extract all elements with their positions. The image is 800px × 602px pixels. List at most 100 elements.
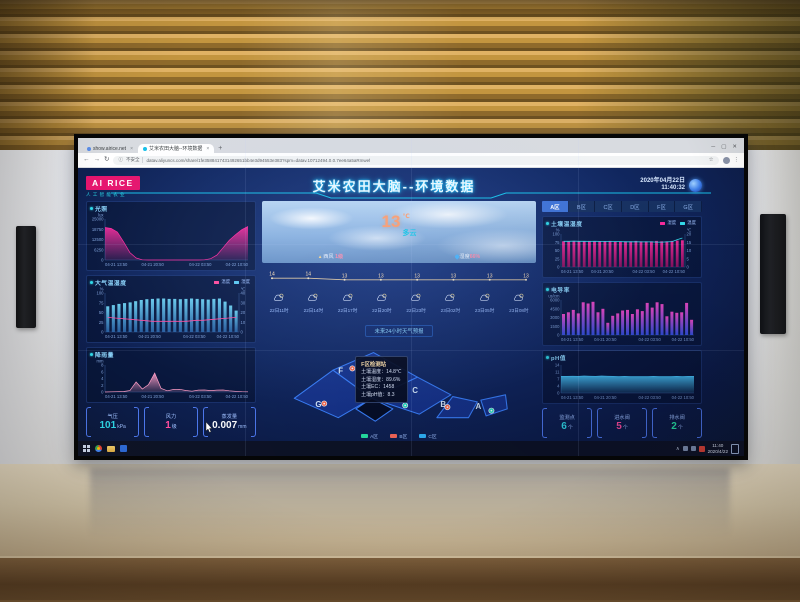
security-tray-icon[interactable] xyxy=(698,445,705,452)
current-time: 11:40:32 xyxy=(661,185,685,191)
panel-title: 大气温湿度 xyxy=(95,280,127,287)
info-icon[interactable]: ⓘ xyxy=(118,157,123,162)
legend-label: G区 xyxy=(428,441,437,442)
chrome-taskbar-icon[interactable] xyxy=(94,445,102,452)
bookmark-star-icon[interactable]: ☆ xyxy=(708,157,714,163)
maximize-icon[interactable]: ▢ xyxy=(721,143,727,150)
forecast-item: 23日08时 xyxy=(502,289,536,314)
svg-text:us/cm: us/cm xyxy=(548,294,560,299)
panel-title: pH值 xyxy=(551,355,567,362)
browser-tab-inactive[interactable]: show.airice.net × xyxy=(82,145,138,153)
new-tab-button[interactable]: + xyxy=(218,145,223,152)
stat-气压: 气压 101kPa xyxy=(86,407,140,437)
svg-text:04-21 13:50: 04-21 13:50 xyxy=(105,334,128,339)
back-icon[interactable]: ← xyxy=(83,155,90,163)
legend-swatch xyxy=(214,280,220,284)
zone-B-polygon xyxy=(436,396,478,419)
panel-title: 光照 xyxy=(95,206,108,213)
forecast-item: 22日14时 xyxy=(296,289,330,314)
menu-kebab-icon[interactable]: ⋮ xyxy=(733,157,740,163)
favicon xyxy=(143,146,147,151)
partly-cloudy-icon xyxy=(513,293,524,301)
legend-F区: F区 xyxy=(390,441,407,442)
tab-zone-D区[interactable]: D区 xyxy=(622,201,649,212)
svg-text:04-21 13:50: 04-21 13:50 xyxy=(561,337,584,342)
app-taskbar-icon[interactable] xyxy=(119,445,127,452)
mouse-cursor xyxy=(205,422,213,433)
browser-tab-active[interactable]: 艾米农田大脑--环境数据 × xyxy=(138,144,215,153)
svg-text:30: 30 xyxy=(241,300,246,305)
tab-zone-B区[interactable]: B区 xyxy=(568,201,596,212)
svg-text:04-21 13:50: 04-21 13:50 xyxy=(105,394,128,399)
legend-swatch xyxy=(361,434,369,438)
screen-content: show.airice.net × 艾米农田大脑--环境数据 × + ─ ▢ ✕ ←… xyxy=(78,138,744,456)
svg-text:04-21 20:50: 04-21 20:50 xyxy=(141,394,164,399)
minimize-icon[interactable]: ─ xyxy=(711,143,716,150)
zone-A-polygon xyxy=(480,394,508,417)
stat-value: 101kPa xyxy=(99,419,126,431)
tab-zone-A区[interactable]: A区 xyxy=(542,201,569,212)
forecast-time: 23日08时 xyxy=(509,308,529,313)
forecast-caption: 未来24小时天气预报 xyxy=(262,320,536,338)
address-bar[interactable]: ⓘ 不安全 datav.aliyuncs.com/share/1fe358841… xyxy=(113,155,719,165)
forecast-item: 23日05时 xyxy=(468,289,502,314)
windows-taskbar: ∧ 11:40 2020/4/22 xyxy=(78,441,744,456)
panel-air-temp-humidity: 大气温湿度 温度 湿度 100 75 50 25 0 40 30 20 10 0% ℃ 04-21 13… xyxy=(86,275,256,343)
forward-icon[interactable]: → xyxy=(93,155,101,163)
svg-text:11: 11 xyxy=(555,370,560,375)
zone-tabs: A区 B区 C区 D区 F区 G区 xyxy=(542,201,702,212)
partly-cloudy-icon xyxy=(308,293,318,301)
notification-center-icon[interactable] xyxy=(731,443,739,454)
tooltip-row: 土壤pH值：8.3 xyxy=(361,391,395,398)
tab-zone-F区[interactable]: F区 xyxy=(648,201,676,212)
svg-text:04-22 03:50: 04-22 03:50 xyxy=(189,262,212,267)
svg-text:04-21 20:50: 04-21 20:50 xyxy=(591,269,614,274)
stat-unit: 个 xyxy=(677,424,683,431)
stat-监测点: 监测点 6个 xyxy=(542,408,592,438)
browser-tab-strip: show.airice.net × 艾米农田大脑--环境数据 × + ─ ▢ ✕ xyxy=(78,138,744,153)
bracket-left xyxy=(86,407,91,437)
close-icon[interactable]: ✕ xyxy=(732,143,737,150)
svg-text:75: 75 xyxy=(99,300,104,305)
zone-label-C: C xyxy=(412,386,418,395)
forecast-item: 22日11时 xyxy=(262,289,296,314)
zone-label-F: F xyxy=(338,367,343,376)
explorer-taskbar-icon[interactable] xyxy=(106,445,115,452)
stat-label: 进水阀 xyxy=(614,414,630,421)
svg-text:3000: 3000 xyxy=(550,315,560,320)
tab-close-icon[interactable]: × xyxy=(206,145,210,152)
legend-swatch xyxy=(680,221,686,225)
tray-chevron-icon[interactable]: ∧ xyxy=(675,445,680,452)
svg-text:0: 0 xyxy=(101,390,104,395)
svg-text:6000: 6000 xyxy=(550,298,560,303)
farm-zone-map[interactable]: F G C B A F区检测站 土壤温度：14.8℃ 土壤湿度：89.6% 土壤EC：145… xyxy=(262,342,536,430)
bracket-right xyxy=(697,408,702,438)
forecast-item: 23日02时 xyxy=(433,289,467,314)
stat-value: 2个 xyxy=(671,420,683,432)
url-text: datav.aliyuncs.com/share/1fe358841743149… xyxy=(146,157,371,163)
svg-text:04-22 03:50: 04-22 03:50 xyxy=(183,334,206,339)
tab-zone-C区[interactable]: C区 xyxy=(595,201,623,212)
start-button-icon[interactable] xyxy=(83,445,90,452)
stat-label: 蒸发量 xyxy=(221,413,238,420)
datetime-block: 2020年04月22日 11:40:32 xyxy=(640,178,702,193)
volume-icon[interactable] xyxy=(690,446,696,451)
tab-zone-G区[interactable]: G区 xyxy=(675,201,702,212)
taskbar-clock[interactable]: 11:40 2020/4/22 xyxy=(707,443,728,454)
network-icon[interactable] xyxy=(682,446,688,451)
stat-unit: 级 xyxy=(171,423,177,430)
legend-label: 湿度 xyxy=(241,279,250,284)
favicon xyxy=(87,147,91,151)
profile-avatar[interactable] xyxy=(722,156,730,164)
forecast-item: 22日20时 xyxy=(365,289,399,314)
ph-chart: 14 11 7 4 004-21 13:50 04-21 20:50 04-22 03:50… xyxy=(555,363,695,401)
logo-subtitle: 人工智能农业 xyxy=(86,191,127,197)
stat-进水阀: 进水阀 5个 xyxy=(597,408,647,438)
svg-text:04-22 10:50: 04-22 10:50 xyxy=(672,395,695,400)
svg-text:13: 13 xyxy=(414,273,420,279)
forecast-time: 22日17时 xyxy=(337,308,358,313)
bracket-left xyxy=(652,408,657,438)
stat-label: 风力 xyxy=(165,413,177,420)
reload-icon[interactable]: ↻ xyxy=(104,155,110,163)
tab-close-icon[interactable]: × xyxy=(130,146,133,152)
